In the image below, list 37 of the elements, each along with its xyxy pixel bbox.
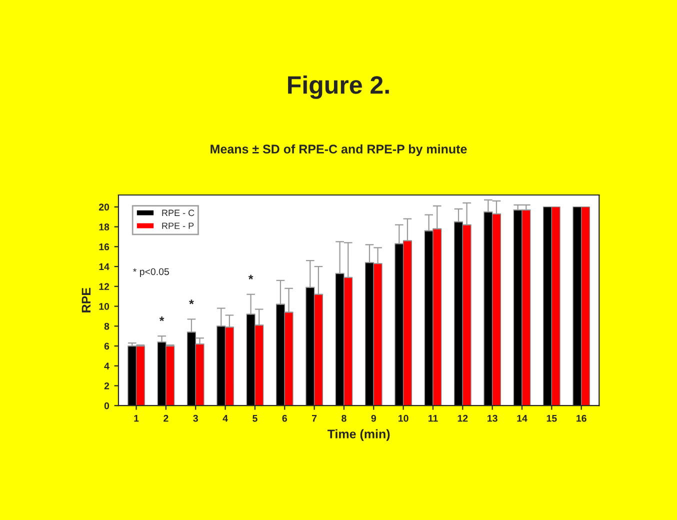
y-axis-title: RPE (82, 288, 90, 312)
y-tick-label: 14 (99, 263, 110, 270)
x-tick-label: 11 (428, 414, 438, 422)
x-tick-label: 10 (398, 414, 408, 422)
x-tick-label: 3 (193, 414, 198, 422)
x-tick-label: 7 (312, 414, 317, 422)
x-axis-title: Time (min) (327, 429, 390, 441)
y-tick-label: 12 (99, 283, 110, 290)
x-tick-label: 4 (222, 414, 228, 422)
annotation: * p<0.05 (133, 268, 169, 278)
x-tick-label: 13 (488, 414, 498, 422)
y-tick-label: 10 (99, 302, 110, 310)
annotation: * (159, 316, 164, 322)
y-tick-label: 20 (98, 204, 110, 211)
y-tick-label: 18 (99, 224, 110, 230)
y-tick-label: 0 (104, 402, 110, 410)
chart-subtitle: Means ± SD of RPE-C and RPE-P by minute (210, 144, 467, 156)
annotation: * (189, 300, 194, 304)
x-tick-label: 14 (517, 414, 528, 422)
legend-label: RPE - C (162, 210, 194, 216)
x-tick-label: 16 (576, 414, 586, 422)
chart-title: Figure 2. (288, 75, 389, 99)
x-tick-label: 2 (164, 414, 168, 422)
y-tick-label: 16 (99, 243, 110, 250)
x-tick-label: 5 (252, 414, 258, 422)
y-tick-label: 6 (104, 342, 110, 350)
y-tick-label: 4 (104, 362, 110, 370)
y-tick-label: 2 (104, 382, 110, 390)
annotation: * (248, 274, 254, 280)
x-tick-label: 12 (458, 414, 468, 422)
x-tick-label: 1 (134, 414, 139, 422)
x-tick-label: 8 (342, 414, 346, 422)
x-tick-label: 9 (371, 414, 376, 422)
y-tick-label: 8 (104, 322, 110, 330)
legend-label: RPE - P (162, 222, 194, 229)
x-tick-label: 6 (282, 414, 287, 422)
x-tick-label: 15 (546, 414, 557, 422)
